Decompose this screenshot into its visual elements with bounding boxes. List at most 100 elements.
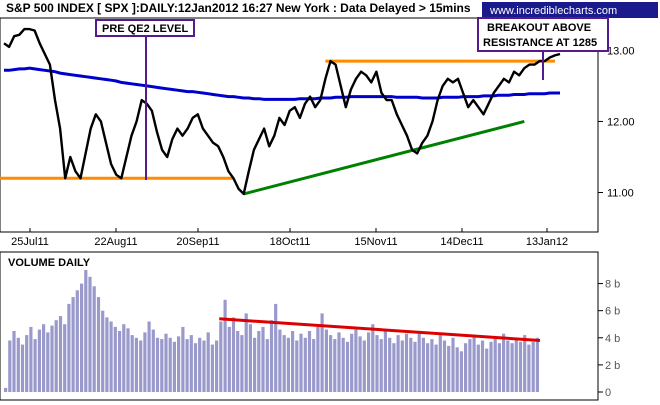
volume-bar bbox=[155, 337, 160, 392]
volume-bar bbox=[312, 339, 316, 392]
volume-bar bbox=[451, 337, 455, 392]
volume-bar bbox=[29, 326, 33, 392]
volume-bar bbox=[134, 337, 138, 392]
volume-bar bbox=[113, 326, 117, 392]
volume-bar bbox=[109, 321, 113, 392]
volume-bar bbox=[58, 316, 63, 392]
volume-bar bbox=[438, 335, 442, 392]
url-badge bbox=[482, 2, 658, 18]
price-panel-frame bbox=[0, 17, 599, 233]
volume-bar bbox=[257, 331, 261, 392]
volume-bar bbox=[240, 335, 244, 392]
volume-bar bbox=[185, 339, 189, 392]
volume-bar bbox=[274, 303, 278, 392]
site-url[interactable]: www.incrediblecharts.com bbox=[489, 5, 617, 17]
volume-bar bbox=[168, 337, 172, 392]
volume-bar bbox=[151, 329, 155, 392]
volume-bar bbox=[206, 332, 210, 392]
volume-bar bbox=[299, 333, 303, 392]
price-x-tick-label: 14Dec11 bbox=[440, 236, 483, 248]
uptrend-line bbox=[243, 119, 525, 196]
volume-bar bbox=[54, 320, 58, 392]
volume-panel-frame bbox=[0, 251, 599, 401]
volume-bar bbox=[261, 326, 265, 392]
volume-bar bbox=[485, 348, 489, 392]
volume-bar bbox=[286, 337, 290, 392]
volume-bar bbox=[231, 317, 236, 392]
volume-bar bbox=[227, 326, 231, 392]
volume-bar bbox=[404, 333, 409, 392]
volume-y-tick-label: 8 b bbox=[605, 279, 620, 291]
volume-bar bbox=[333, 339, 337, 392]
volume-bar bbox=[337, 332, 341, 392]
volume-bar bbox=[480, 340, 485, 392]
volume-bar bbox=[345, 341, 350, 392]
volume-bar bbox=[409, 337, 413, 392]
volume-bar bbox=[50, 325, 54, 392]
volume-bar bbox=[126, 328, 130, 392]
volume-bar bbox=[278, 329, 282, 392]
volume-bar bbox=[417, 332, 421, 392]
volume-bar bbox=[514, 337, 518, 392]
volume-bar bbox=[198, 337, 202, 392]
volume-bar bbox=[37, 329, 41, 392]
volume-bar bbox=[523, 335, 527, 392]
volume-bar bbox=[253, 337, 257, 392]
volume-bar bbox=[413, 341, 417, 392]
volume-bar bbox=[210, 344, 214, 392]
volume-bar bbox=[172, 341, 176, 392]
volume-bar bbox=[215, 340, 219, 392]
volume-bar bbox=[371, 324, 375, 392]
volume-bar bbox=[392, 343, 396, 392]
price-y-tick-label: 11.00 bbox=[607, 187, 634, 199]
volume-bar bbox=[388, 337, 392, 392]
volume-bar bbox=[531, 341, 535, 392]
volume-bar bbox=[464, 343, 468, 392]
volume-bar bbox=[383, 331, 387, 392]
volume-bar bbox=[362, 340, 366, 392]
volume-bar bbox=[291, 331, 295, 392]
volume-bar bbox=[219, 321, 223, 392]
volume-y-tick-label: 6 b bbox=[605, 306, 620, 318]
breakout-box bbox=[477, 17, 609, 52]
volume-bar bbox=[269, 320, 274, 392]
breakout-label-line2: RESISTANCE AT 1285 bbox=[483, 37, 597, 49]
volume-bar bbox=[4, 387, 8, 392]
pre-qe2-annotation: PRE QE2 LEVEL bbox=[95, 19, 195, 180]
volume-bar bbox=[67, 303, 71, 392]
volume-bar bbox=[324, 329, 328, 392]
pre-qe2-box bbox=[95, 19, 195, 37]
volume-bar bbox=[223, 299, 227, 392]
volume-bar bbox=[421, 337, 425, 392]
price-plot-area bbox=[0, 27, 561, 196]
volume-bar bbox=[316, 326, 320, 392]
price-x-tick-label: 15Nov11 bbox=[354, 236, 397, 248]
price-line bbox=[3, 27, 561, 196]
volume-bar bbox=[518, 341, 523, 392]
volume-bar bbox=[502, 333, 506, 392]
price-x-tick-label: 25Jul11 bbox=[11, 236, 49, 248]
volume-y-axis: 0 2 b 4 b 6 b 8 b bbox=[598, 279, 620, 399]
volume-bar bbox=[472, 336, 476, 392]
volume-bar bbox=[476, 344, 480, 392]
volume-y-tick-label: 2 b bbox=[605, 360, 620, 372]
volume-bar bbox=[459, 351, 463, 392]
price-y-axis: 11.00 12.00 13.00 bbox=[598, 45, 635, 199]
volume-bar bbox=[118, 331, 122, 392]
volume-bar bbox=[320, 313, 324, 392]
volume-bar bbox=[12, 331, 16, 392]
volume-bar bbox=[265, 339, 269, 392]
price-x-tick-label: 22Aug11 bbox=[94, 236, 137, 248]
volume-bar bbox=[489, 341, 493, 392]
volume-bar bbox=[63, 324, 67, 392]
volume-trend-line bbox=[219, 317, 541, 342]
chart-title: S&P 500 INDEX [ SPX ]:DAILY:12Jan2012 16… bbox=[6, 1, 471, 15]
price-x-axis: 25Jul11 22Aug11 20Sep11 18Oct11 15Nov11 14Dec… bbox=[11, 228, 568, 248]
price-y-tick-label: 12.00 bbox=[607, 116, 635, 128]
volume-bar bbox=[350, 333, 354, 392]
volume-bar bbox=[88, 276, 92, 392]
volume-bar bbox=[329, 335, 333, 392]
volume-bar bbox=[96, 297, 101, 392]
volume-bar bbox=[189, 335, 193, 392]
